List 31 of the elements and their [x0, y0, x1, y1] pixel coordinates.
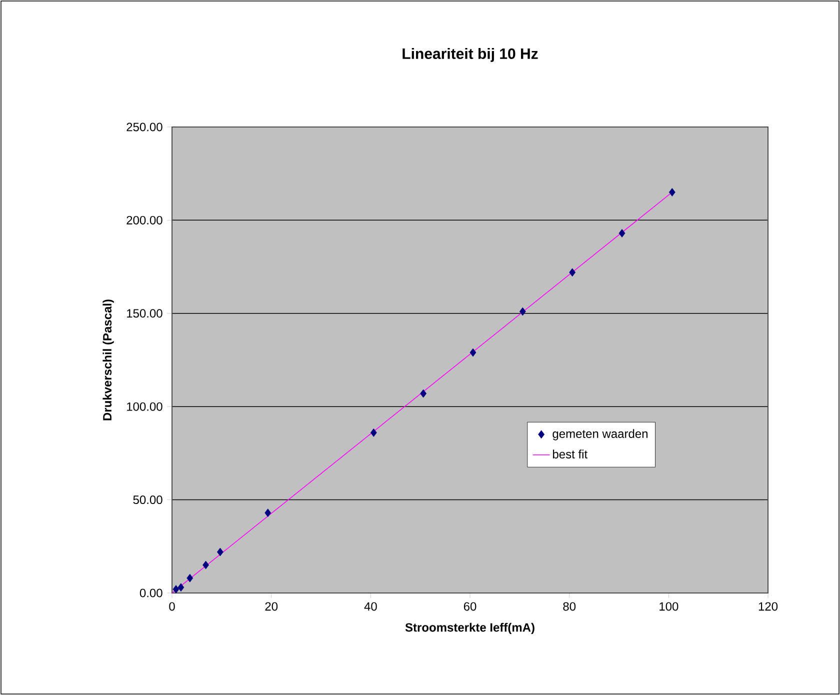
point — [618, 229, 626, 238]
legend-label: gemeten waarden — [552, 429, 648, 440]
y-tick-label: 100.00 — [127, 402, 162, 411]
point — [420, 389, 427, 398]
y-axis-title: Drukverschil (Pascal) — [102, 300, 114, 420]
x-tick-label: 0 — [169, 602, 175, 611]
x-tick-label: 20 — [265, 602, 278, 611]
x-tick-label: 120 — [758, 602, 778, 611]
point — [186, 574, 194, 582]
x-axis-title: Stroomsterkte Ieff(mA) — [405, 622, 534, 634]
x-tick-label: 40 — [364, 602, 377, 611]
y-tick-label: 200.00 — [126, 216, 162, 224]
point — [569, 268, 576, 277]
point — [370, 428, 377, 437]
point — [202, 560, 209, 570]
point — [668, 188, 676, 196]
x-tick-label: 60 — [464, 602, 476, 611]
y-tick-label: 250.00 — [126, 122, 162, 132]
y-tick-label: 0.00 — [140, 588, 162, 598]
x-tick-label: 100 — [660, 602, 678, 611]
point — [264, 508, 272, 518]
y-tick-label: 150.00 — [127, 309, 162, 318]
y-tick-label: 50.00 — [133, 496, 162, 504]
legend-label: best fit — [553, 450, 588, 458]
point — [178, 583, 184, 592]
point — [470, 348, 476, 357]
chart-title: Lineariteit bij 10 Hz — [402, 48, 538, 62]
point — [216, 548, 224, 556]
x-tick-label: 80 — [563, 602, 576, 611]
point — [519, 307, 526, 316]
point — [172, 585, 180, 594]
